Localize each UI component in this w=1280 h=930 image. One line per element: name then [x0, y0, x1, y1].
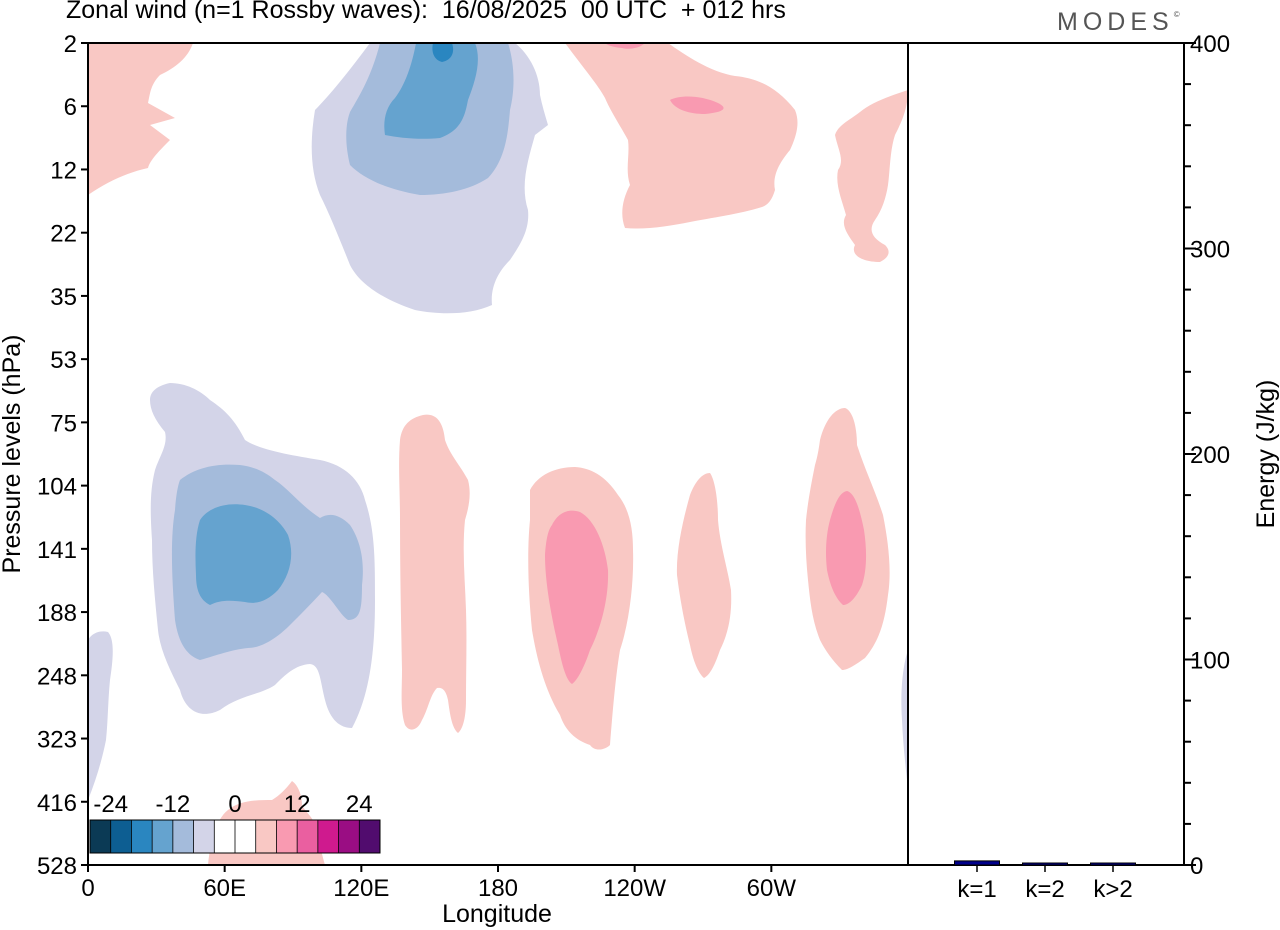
colorbar-swatch-1 — [110, 820, 132, 853]
contour-negative-upper-core — [432, 43, 454, 62]
y-tick-label-248: 248 — [37, 663, 77, 690]
colorbar-swatch-2 — [131, 820, 153, 853]
y-tick-label-35: 35 — [50, 284, 77, 311]
energy-axis-label: Energy (J/kg) — [1252, 380, 1280, 529]
colorbar-tick-labels: -24 -12 0 12 24 — [93, 791, 372, 818]
energy-tick-label-200: 200 — [1190, 442, 1230, 469]
colorbar-swatch-10 — [297, 820, 319, 853]
colorbar-swatch-8 — [255, 820, 277, 853]
contour-negative-upper-dark — [384, 43, 478, 139]
contour-positive-upper-center — [565, 43, 798, 229]
contour-field — [88, 43, 908, 865]
y-axis-label: Pressure levels (hPa) — [0, 335, 26, 574]
y-tick-label-53: 53 — [50, 347, 77, 374]
colorbar-swatch-6 — [214, 820, 236, 853]
colorbar-swatch-9 — [276, 820, 298, 853]
x-tick-label-60W: 60W — [747, 875, 797, 902]
contour-positive-upper-left — [88, 43, 193, 195]
colorbar-label-0: 0 — [228, 791, 241, 818]
colorbar-label--12: -12 — [156, 791, 191, 818]
y-tick-label-2: 2 — [64, 31, 77, 58]
energy-tick-label-100: 100 — [1190, 648, 1230, 675]
y-tick-label-6: 6 — [64, 94, 77, 121]
bar-k=2 — [1022, 862, 1068, 866]
contour-positive-upper-center-top-core — [605, 43, 645, 49]
y-tick-label-22: 22 — [50, 221, 77, 248]
brand-name: MODES — [1057, 8, 1174, 36]
contour-positive-upper-right — [835, 90, 908, 262]
energy-tick-label-300: 300 — [1190, 237, 1230, 264]
colorbar-swatch-12 — [338, 820, 360, 853]
contour-positive-upper-center-core — [670, 96, 724, 114]
x-tick-label-180: 180 — [478, 875, 518, 902]
colorbar-swatches — [90, 820, 381, 853]
contour-positive-lower-4-core — [826, 491, 867, 605]
y-tick-label-188: 188 — [37, 600, 77, 627]
brand-copyright-mark: © — [1173, 10, 1180, 19]
x-tick-label-120W: 120W — [603, 875, 666, 902]
colorbar-swatch-4 — [172, 820, 194, 853]
colorbar-label--24: -24 — [93, 791, 128, 818]
energy-tick-label-0: 0 — [1190, 853, 1203, 880]
colorbar-label-12: 12 — [284, 791, 311, 818]
bar-label-k=1: k=1 — [957, 876, 996, 903]
energy-axis: 0 100 200 300 400 — [1184, 31, 1230, 880]
bar-label-k=2: k=2 — [1025, 876, 1064, 903]
modes-logo: MODES© — [1057, 8, 1180, 37]
colorbar-swatch-5 — [193, 820, 215, 853]
bar-k=1 — [954, 860, 1000, 866]
colorbar-swatch-3 — [152, 820, 174, 853]
contour-positive-lower-1 — [399, 414, 470, 733]
contour-negative-lower-left-edge — [88, 631, 113, 800]
contour-negative-lower-dark — [195, 504, 292, 605]
bar-k>2 — [1090, 862, 1136, 866]
y-tick-label-141: 141 — [37, 537, 77, 564]
chart-title: Zonal wind (n=1 Rossby waves): 16/08/202… — [66, 0, 786, 24]
contour-positive-lower-2-core — [545, 510, 609, 684]
colorbar-swatch-11 — [317, 820, 339, 853]
x-axis-label: Longitude — [442, 900, 552, 928]
colorbar: -24 -12 0 12 24 — [89, 791, 381, 854]
colorbar-swatch-0 — [90, 820, 112, 853]
colorbar-label-24: 24 — [346, 791, 373, 818]
y-tick-label-323: 323 — [37, 727, 77, 754]
x-tick-label-60E: 60E — [203, 875, 246, 902]
colorbar-swatch-7 — [235, 820, 257, 853]
colorbar-frame — [89, 819, 381, 854]
pressure-axis: 2 6 12 22 35 53 75 104 141 188 248 323 416 528 — [37, 31, 88, 880]
x-tick-label-120E: 120E — [333, 875, 389, 902]
y-tick-label-12: 12 — [50, 157, 77, 184]
y-tick-label-104: 104 — [37, 474, 77, 501]
colorbar-swatch-13 — [359, 820, 381, 853]
x-tick-label-0: 0 — [81, 875, 94, 902]
contour-positive-lower-3 — [676, 473, 732, 678]
bar-label-k>2: k>2 — [1093, 876, 1132, 903]
longitude-axis: 0 60E 120E 180 120W 60W — [81, 865, 796, 902]
y-tick-label-75: 75 — [50, 410, 77, 437]
y-tick-label-416: 416 — [37, 790, 77, 817]
energy-bars: k=1 k=2 k>2 — [954, 860, 1136, 903]
contour-negative-lower-right-edge — [901, 650, 908, 790]
energy-tick-label-400: 400 — [1190, 31, 1230, 58]
y-tick-label-528: 528 — [37, 853, 77, 880]
